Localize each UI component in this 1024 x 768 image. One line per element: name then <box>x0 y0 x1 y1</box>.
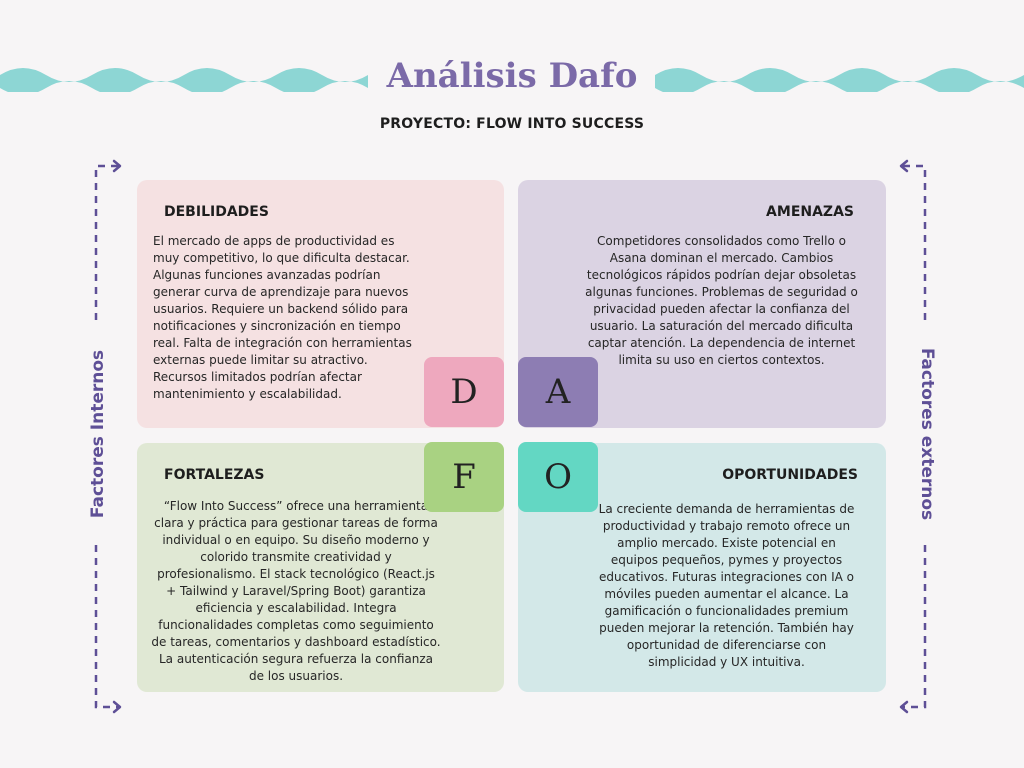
arrow-head-right-bottom <box>899 700 909 714</box>
right-top-bracket <box>903 164 927 326</box>
arrow-head-right-top <box>899 159 909 173</box>
wave-decoration-right <box>655 68 1024 92</box>
left-bottom-bracket <box>94 545 118 709</box>
threats-text: Competidores consolidados como Trello o … <box>585 234 858 367</box>
letter-tile-f: F <box>424 442 504 512</box>
arrow-head-left-top <box>112 159 122 173</box>
letter-tile-a: A <box>518 357 598 427</box>
right-bottom-bracket <box>903 545 927 709</box>
opportunities-text: La creciente demanda de herramientas de … <box>598 502 855 669</box>
arrow-head-left-bottom <box>112 700 122 714</box>
external-factors-label: Factores externos <box>917 347 937 521</box>
wave-decoration-left <box>0 68 368 92</box>
project-subtitle: PROYECTO: FLOW INTO SUCCESS <box>379 116 645 132</box>
weaknesses-text: El mercado de apps de productividad es m… <box>153 234 412 401</box>
weaknesses-title: DEBILIDADES <box>164 204 269 220</box>
internal-factors-label: Factores Internos <box>88 349 108 519</box>
strengths-title: FORTALEZAS <box>164 467 265 483</box>
opportunities-title: OPORTUNIDADES <box>722 467 858 483</box>
threats-title: AMENAZAS <box>766 204 854 220</box>
page-title: Análisis Dafo <box>386 56 638 96</box>
left-top-bracket <box>94 164 118 326</box>
letter-tile-o: O <box>518 442 598 512</box>
strengths-text: “Flow Into Success” ofrece una herramien… <box>151 499 441 683</box>
threats-card: AMENAZAS Competidores consolidados como … <box>518 180 886 428</box>
letter-tile-d: D <box>424 357 504 427</box>
